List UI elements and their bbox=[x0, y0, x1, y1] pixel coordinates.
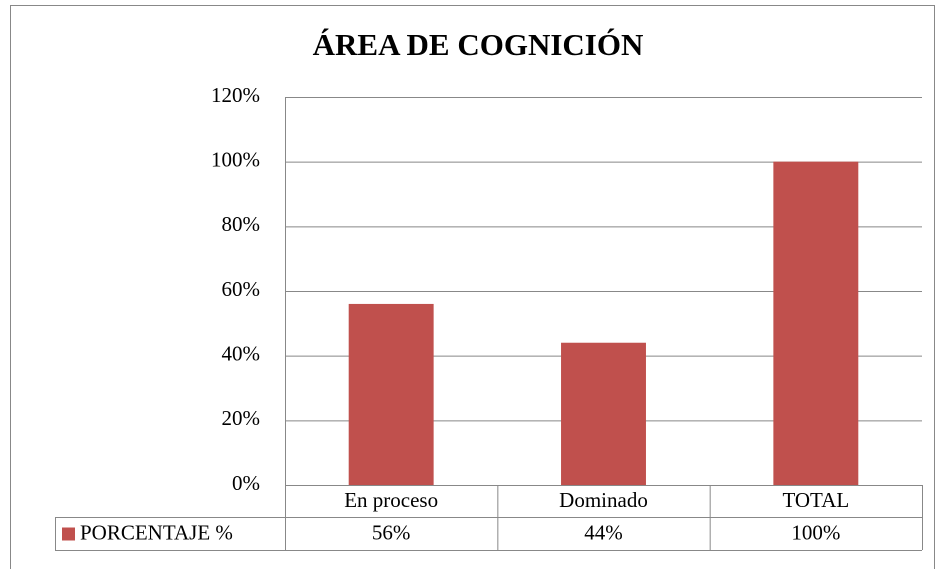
y-tick-label: 60% bbox=[222, 277, 261, 301]
y-tick-label: 20% bbox=[222, 406, 261, 430]
x-tick-label: En proceso bbox=[344, 488, 438, 512]
y-tick-label: 40% bbox=[222, 341, 261, 365]
chart-title: ÁREA DE COGNICIÓN bbox=[313, 27, 644, 62]
legend-swatch bbox=[62, 527, 75, 541]
data-table-value: 100% bbox=[791, 520, 840, 544]
bar bbox=[773, 161, 859, 485]
x-tick-label: TOTAL bbox=[782, 488, 849, 512]
bar bbox=[348, 303, 434, 485]
y-tick-label: 100% bbox=[211, 147, 260, 171]
chart-border bbox=[10, 5, 935, 569]
y-tick-label: 0% bbox=[232, 471, 260, 495]
bar bbox=[561, 342, 646, 485]
data-table-value: 56% bbox=[372, 520, 411, 544]
y-tick-label: 80% bbox=[222, 212, 261, 236]
x-tick-label: Dominado bbox=[559, 488, 648, 512]
data-table-value: 44% bbox=[584, 520, 623, 544]
legend-label: PORCENTAJE % bbox=[80, 520, 233, 544]
y-tick-label: 120% bbox=[211, 83, 260, 107]
